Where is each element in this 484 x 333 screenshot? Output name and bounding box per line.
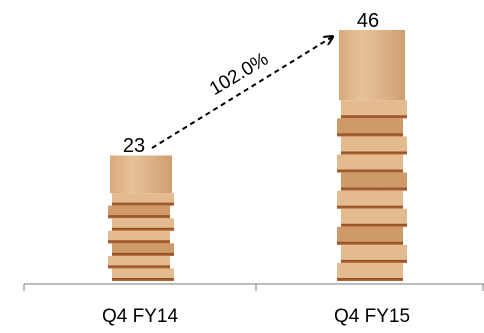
bar-board-seam <box>341 187 407 191</box>
bar-board-seam <box>337 241 403 245</box>
bar-board-seam <box>108 215 170 219</box>
bar-board <box>112 243 174 256</box>
data-label-q4-fy14: 23 <box>123 135 145 157</box>
bar-board <box>341 244 407 263</box>
bar-board-seam <box>341 151 407 155</box>
bar-board <box>341 172 407 191</box>
bar-board-seam <box>337 133 403 137</box>
growth-arrow <box>151 37 332 149</box>
bar-board-seam <box>112 278 174 281</box>
growth-annotation: 102.0% <box>206 49 272 100</box>
x-tick-label-q4-fy14: Q4 FY14 <box>102 306 178 327</box>
bar-board <box>112 218 174 231</box>
data-label-q4-fy15: 46 <box>357 10 379 32</box>
bar-board <box>337 226 403 245</box>
bar-board-seam <box>337 205 403 209</box>
bar-board <box>337 118 403 137</box>
bar-top-face <box>110 155 172 194</box>
bars-layer <box>108 30 407 281</box>
bar-board-seam <box>108 240 170 244</box>
bar-board-seam <box>341 115 407 119</box>
bar-top-face <box>339 30 405 101</box>
bar-board-seam <box>112 202 174 206</box>
bar-board-seam <box>341 259 407 263</box>
bar-board <box>108 255 170 269</box>
bar-board-seam <box>341 223 407 227</box>
bar-board <box>337 190 403 209</box>
bar-board <box>341 208 407 227</box>
bar-board-seam <box>108 265 170 269</box>
bar-q4-fy14 <box>108 155 174 281</box>
bar-board <box>112 193 174 206</box>
bar-q4-fy15 <box>337 30 407 281</box>
bar-board <box>337 262 403 281</box>
bar-board-seam <box>337 169 403 173</box>
bar-board-seam <box>112 252 174 256</box>
x-tick-label-q4-fy15: Q4 FY15 <box>334 306 410 327</box>
bar-board-seam <box>112 227 174 231</box>
bar-board <box>337 154 403 173</box>
bar-board-seam <box>337 278 403 281</box>
bar-board <box>112 268 174 281</box>
bar-board <box>341 136 407 155</box>
bar-board <box>108 230 170 244</box>
bar-board <box>108 205 170 219</box>
bar-board <box>341 100 407 119</box>
